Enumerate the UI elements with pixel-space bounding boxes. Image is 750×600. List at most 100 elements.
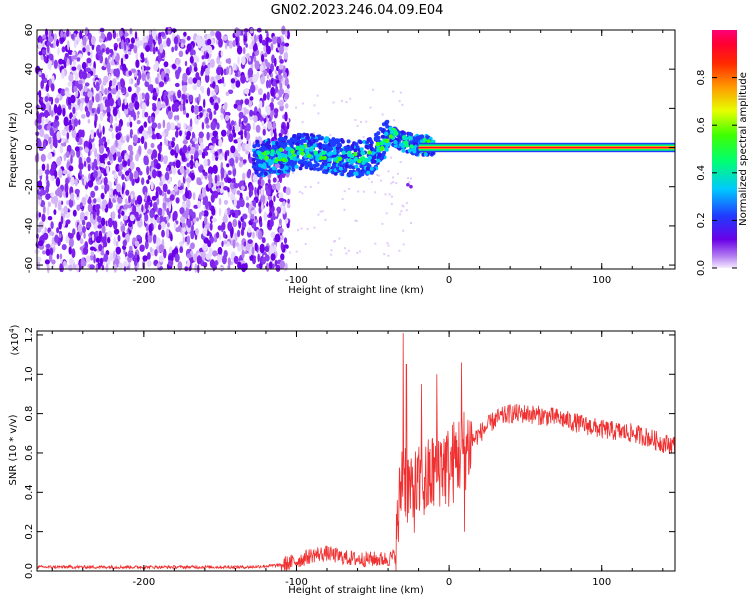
spectrogram-ridge-cell <box>347 173 352 178</box>
spectrogram-noise-cell <box>158 189 163 196</box>
spectrogram-noise-cell <box>100 217 106 227</box>
spectrogram-noise-cell <box>235 156 239 164</box>
spectrogram-noise-cell <box>284 30 288 38</box>
y-tick-label: -20 <box>24 179 35 195</box>
spectrogram-noise-cell <box>101 184 104 190</box>
spectrogram-noise-cell <box>91 108 95 114</box>
spectrogram-noise-cell <box>275 181 281 191</box>
spectrogram-noise-cell <box>44 259 51 265</box>
spectrogram-noise-cell <box>263 93 267 101</box>
spectrogram-noise-cell <box>282 200 286 207</box>
spectrogram-noise-cell <box>240 185 245 191</box>
spectrogram-noise-cell <box>175 143 179 154</box>
spectrogram-ridge-cell <box>376 131 381 136</box>
spectrogram-noise-cell <box>230 78 236 84</box>
spectrogram-noise-cell <box>104 141 108 149</box>
spectrogram-noise-cell <box>203 158 208 167</box>
spectrogram-noise-cell <box>173 210 178 220</box>
spectrogram-noise-cell <box>117 90 121 96</box>
spectrogram-faint-cell <box>301 102 304 105</box>
spectrogram-ridge-cell <box>387 141 392 146</box>
spectrogram-ridge-peak <box>281 153 286 158</box>
spectrogram-noise-cell <box>240 99 244 105</box>
spectrogram-noise-cell <box>63 116 69 127</box>
spectrogram-noise-cell <box>230 228 234 239</box>
spectrogram-ridge-peak <box>285 146 290 151</box>
spectrogram-noise-cell <box>227 221 233 232</box>
spectrogram-noise-cell <box>261 202 264 212</box>
spectrogram-noise-cell <box>142 102 147 111</box>
spectrogram-ridge-cell <box>263 171 268 176</box>
spectrogram-faint-cell <box>354 119 357 121</box>
spectrogram-noise-cell <box>258 230 262 240</box>
spectrogram-noise-cell <box>141 108 146 119</box>
spectrogram-noise-cell <box>151 122 158 129</box>
spectrogram-noise-cell <box>166 37 171 47</box>
spectrogram-noise-cell <box>72 228 76 236</box>
spectrogram-noise-cell <box>82 36 86 46</box>
spectrogram-noise-cell <box>165 197 172 203</box>
spectrogram-noise-cell <box>90 190 96 198</box>
spectrogram-ridge-cell <box>286 139 291 144</box>
spectrogram-noise-cell <box>204 238 208 244</box>
x-tick-label: -200 <box>132 577 155 588</box>
spectrogram-noise-cell <box>148 223 153 234</box>
spectrogram-noise-cell <box>92 210 96 220</box>
spectrogram-ridge-cell <box>353 148 358 153</box>
spectrogram-noise-cell <box>128 102 134 112</box>
spectrogram-noise-cell <box>157 144 162 150</box>
spectrogram-noise-cell <box>108 197 112 208</box>
y-tick-label: 40 <box>24 63 35 76</box>
spectrogram-noise-cell <box>144 239 149 250</box>
spectrogram-noise-cell <box>151 134 157 140</box>
spectrogram-faint-cell <box>374 191 377 194</box>
spectrogram-noise-cell <box>37 139 42 149</box>
spectrogram-noise-cell <box>136 216 141 222</box>
spectrogram-noise-cell <box>221 240 224 247</box>
spectrogram-noise-cell <box>135 153 139 162</box>
spectrogram-noise-cell <box>189 118 193 127</box>
spectrogram-noise-cell <box>50 221 54 230</box>
spectrogram-noise-cell <box>192 192 196 201</box>
spectrogram-faint-cell <box>319 210 322 213</box>
spectrogram-noise-cell <box>145 45 151 52</box>
spectrogram-noise-cell <box>202 227 208 237</box>
spectrogram-noise-cell <box>249 116 254 121</box>
spectrogram-noise-cell <box>245 243 251 252</box>
spectrogram-noise-cell <box>50 83 55 92</box>
spectrogram-noise-cell <box>147 126 153 135</box>
spectrogram-noise-cell <box>253 34 257 44</box>
spectrogram-faint-cell <box>333 240 336 243</box>
spectrogram-noise-cell <box>279 260 286 269</box>
spectrogram-noise-cell <box>187 77 194 85</box>
spectrogram-noise-cell <box>203 210 209 218</box>
spectrogram-noise-cell <box>280 242 284 251</box>
spectrogram-noise-cell <box>74 72 79 82</box>
spectrogram-noise-cell <box>138 170 143 176</box>
spectrogram-noise-cell <box>247 239 253 245</box>
spectrogram-ridge-cell <box>260 147 265 152</box>
spectrogram-noise-cell <box>68 198 74 208</box>
colorbar-tick-label: 0.4 <box>696 165 707 181</box>
spectrogram-noise-cell <box>153 218 157 229</box>
spectrogram-noise-cell <box>224 114 230 121</box>
spectrogram-ridge-peak <box>347 152 352 158</box>
spectrogram-ridge-cell <box>343 145 348 150</box>
spectrogram-noise-cell <box>45 118 49 124</box>
spectrogram-noise-cell <box>109 49 114 54</box>
spectrogram-ridge-cell <box>409 132 414 137</box>
spectrogram-noise-cell <box>263 52 268 58</box>
spectrogram-ridge-cell <box>330 142 335 147</box>
spectrogram-noise-cell <box>284 218 289 224</box>
x-tick-label: 100 <box>592 577 611 588</box>
spectrogram-noise-cell <box>146 260 152 267</box>
spectrogram-ridge-cell <box>341 153 346 158</box>
spectrogram-ridge-cell <box>364 144 369 149</box>
spectrogram-noise-cell <box>120 86 126 94</box>
spectrogram-noise-cell <box>167 222 170 228</box>
spectrogram-noise-cell <box>167 259 174 267</box>
spectrogram-noise-cell <box>130 193 134 200</box>
spectrogram-noise-cell <box>156 197 160 206</box>
spectrogram-noise-cell <box>275 264 281 272</box>
snr-multiplier-close: ) <box>10 324 21 328</box>
